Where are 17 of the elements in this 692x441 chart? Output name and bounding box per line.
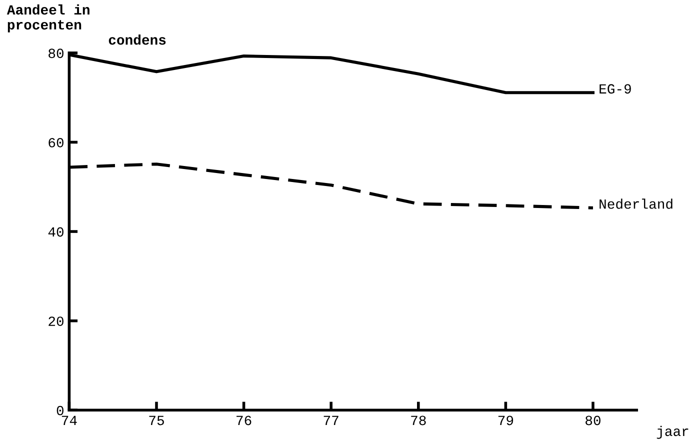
y-tick-label: 40	[48, 227, 64, 237]
x-tick-label: 80	[586, 416, 600, 426]
y-tick-label: 80	[48, 48, 64, 58]
x-tick-label: 79	[498, 416, 514, 426]
x-tick-label: 77	[324, 416, 338, 426]
series-label: EG-9	[600, 84, 631, 94]
chart-title: condens	[108, 34, 166, 45]
y-axis-title: Aandeel in procenten	[6, 4, 90, 32]
x-tick-label: 75	[149, 416, 164, 426]
y-tick-label: 60	[48, 138, 64, 148]
x-tick-label: 78	[411, 416, 426, 426]
series-label: Nederland	[600, 198, 672, 209]
y-tick-label: 20	[48, 316, 64, 326]
x-tick-label: 74	[62, 416, 77, 426]
y-tick-label: 0	[56, 406, 64, 416]
x-axis-title: jaar	[656, 426, 688, 439]
x-tick-label: 76	[236, 416, 252, 426]
